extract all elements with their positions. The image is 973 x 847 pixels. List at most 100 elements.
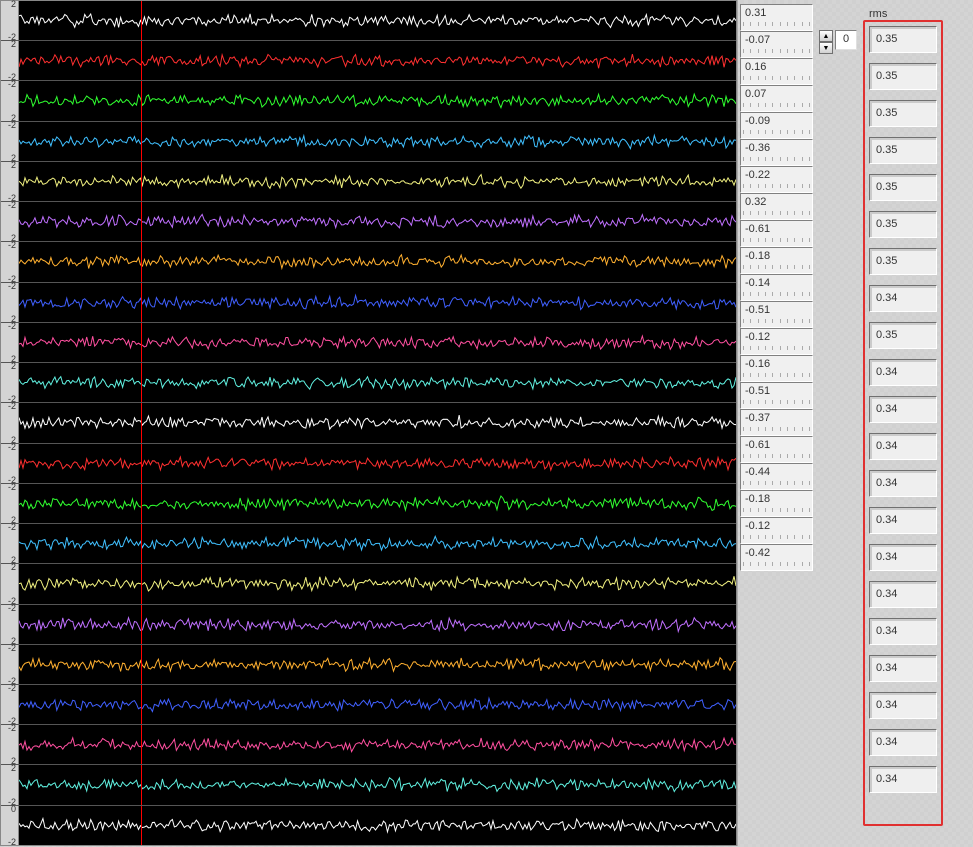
- waveform-row[interactable]: 2-2: [1, 1, 736, 40]
- rms-value-text: 0.35: [876, 329, 897, 341]
- waveform-plot[interactable]: [19, 605, 736, 644]
- waveform-row[interactable]: 2-2: [1, 161, 736, 201]
- waveform-row[interactable]: -22: [1, 322, 736, 362]
- time-cursor[interactable]: [141, 162, 142, 201]
- waveform-row[interactable]: -22: [1, 724, 736, 764]
- waveform-plot[interactable]: [19, 444, 736, 483]
- time-cursor[interactable]: [141, 81, 142, 120]
- waveform-plot[interactable]: [19, 202, 736, 241]
- time-cursor[interactable]: [141, 524, 142, 563]
- time-cursor[interactable]: [141, 363, 142, 402]
- index-spinner[interactable]: ▲ ▼ 0: [819, 30, 857, 54]
- waveform-row[interactable]: -2-2: [1, 241, 736, 281]
- rms-value-text: 0.35: [876, 33, 897, 45]
- axis-label-top: 2: [11, 0, 16, 9]
- value-indicator: -0.16: [740, 355, 813, 382]
- value-text: -0.18: [745, 250, 770, 262]
- waveform-row[interactable]: -2-2: [1, 644, 736, 684]
- waveform-row[interactable]: 0-2: [1, 805, 736, 845]
- waveform-row[interactable]: -22: [1, 483, 736, 523]
- waveform-row[interactable]: -22: [1, 121, 736, 161]
- axis-label-top: -2: [8, 522, 16, 532]
- axis-label-top: -2: [8, 240, 16, 250]
- rms-value-text: 0.34: [876, 366, 897, 378]
- waveform-plot[interactable]: [19, 81, 736, 120]
- time-cursor[interactable]: [141, 122, 142, 161]
- axis-label-top: 0: [11, 804, 16, 814]
- value-indicator: -0.18: [740, 490, 813, 517]
- waveform-row[interactable]: -22: [1, 80, 736, 120]
- time-cursor[interactable]: [141, 323, 142, 362]
- waveform-plot[interactable]: [19, 323, 736, 362]
- value-text: -0.12: [745, 520, 770, 532]
- waveform-plot[interactable]: [19, 564, 736, 603]
- time-cursor[interactable]: [141, 403, 142, 442]
- time-cursor[interactable]: [141, 605, 142, 644]
- waveform-plot[interactable]: [19, 806, 736, 845]
- value-column: 0.31-0.070.160.07-0.09-0.36-0.220.32-0.6…: [737, 0, 815, 846]
- time-cursor[interactable]: [141, 725, 142, 764]
- waveform-y-axis: -22: [1, 403, 19, 442]
- waveform-plot[interactable]: [19, 363, 736, 402]
- time-cursor[interactable]: [141, 645, 142, 684]
- waveform-row[interactable]: -22: [1, 201, 736, 241]
- time-cursor[interactable]: [141, 484, 142, 523]
- waveform-plot[interactable]: [19, 242, 736, 281]
- time-cursor[interactable]: [141, 765, 142, 804]
- rms-value-text: 0.34: [876, 625, 897, 637]
- rms-header-label: rms: [869, 8, 937, 20]
- waveform-panel[interactable]: 2-22-2-22-222-2-22-2-2-22-222-2-22-2-2-2…: [0, 0, 737, 846]
- waveform-row[interactable]: -2-2: [1, 684, 736, 724]
- waveform-row[interactable]: 2-2: [1, 362, 736, 402]
- value-text: -0.51: [745, 304, 770, 316]
- waveform-y-axis: -22: [1, 283, 19, 322]
- waveform-plot[interactable]: [19, 484, 736, 523]
- time-cursor[interactable]: [141, 242, 142, 281]
- waveform-row[interactable]: 2-2: [1, 764, 736, 804]
- waveform-plot[interactable]: [19, 162, 736, 201]
- value-text: -0.18: [745, 493, 770, 505]
- rms-value-text: 0.34: [876, 403, 897, 415]
- time-cursor[interactable]: [141, 202, 142, 241]
- waveform-plot[interactable]: [19, 41, 736, 80]
- waveform-plot[interactable]: [19, 403, 736, 442]
- waveform-row[interactable]: -2-2: [1, 443, 736, 483]
- waveform-row[interactable]: -22: [1, 402, 736, 442]
- spinner-down-button[interactable]: ▼: [819, 42, 833, 54]
- waveform-plot[interactable]: [19, 524, 736, 563]
- spinner-value[interactable]: 0: [835, 30, 857, 50]
- rms-indicator: 0.35: [869, 63, 937, 90]
- waveform-plot[interactable]: [19, 122, 736, 161]
- waveform-plot[interactable]: [19, 645, 736, 684]
- waveform-plot[interactable]: [19, 765, 736, 804]
- rms-value-text: 0.34: [876, 440, 897, 452]
- time-cursor[interactable]: [141, 444, 142, 483]
- time-cursor[interactable]: [141, 806, 142, 845]
- waveform-row[interactable]: -22: [1, 523, 736, 563]
- waveform-plot[interactable]: [19, 685, 736, 724]
- waveform-row[interactable]: 2-2: [1, 563, 736, 603]
- rms-indicator: 0.34: [869, 396, 937, 423]
- rms-value-text: 0.35: [876, 181, 897, 193]
- axis-label-top: -2: [8, 281, 16, 291]
- waveform-row[interactable]: 2-2: [1, 40, 736, 80]
- value-indicator: -0.37: [740, 409, 813, 436]
- spinner-up-button[interactable]: ▲: [819, 30, 833, 42]
- time-cursor[interactable]: [141, 1, 142, 40]
- waveform-plot[interactable]: [19, 1, 736, 40]
- waveform-plot[interactable]: [19, 725, 736, 764]
- waveform-row[interactable]: -22: [1, 604, 736, 644]
- waveform-plot[interactable]: [19, 283, 736, 322]
- time-cursor[interactable]: [141, 41, 142, 80]
- waveform-row[interactable]: -22: [1, 282, 736, 322]
- value-text: -0.42: [745, 547, 770, 559]
- rms-indicator: 0.35: [869, 211, 937, 238]
- time-cursor[interactable]: [141, 564, 142, 603]
- rms-value-text: 0.35: [876, 144, 897, 156]
- waveform-y-axis: -22: [1, 524, 19, 563]
- time-cursor[interactable]: [141, 283, 142, 322]
- value-indicator: -0.51: [740, 301, 813, 328]
- rms-indicator: 0.35: [869, 322, 937, 349]
- value-indicator: -0.61: [740, 220, 813, 247]
- time-cursor[interactable]: [141, 685, 142, 724]
